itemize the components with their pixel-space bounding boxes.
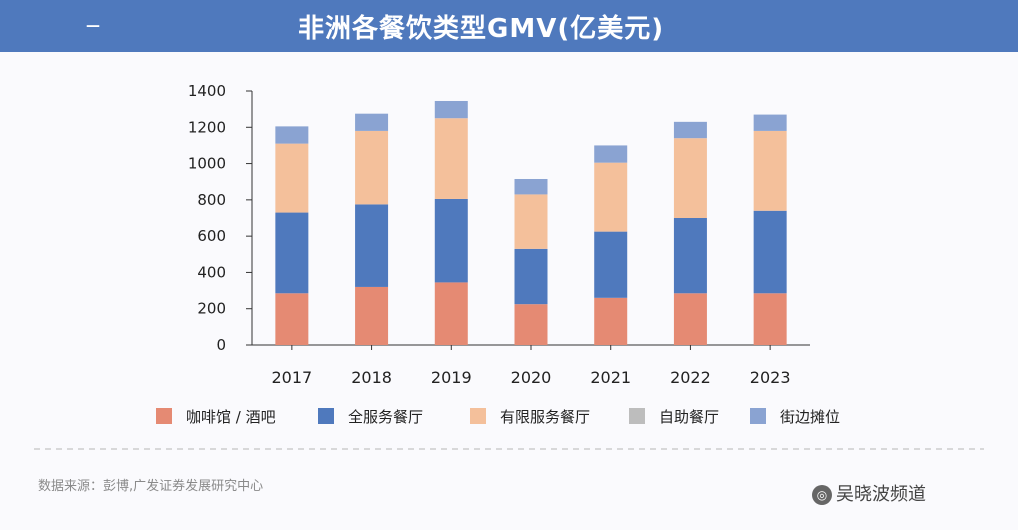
- bar-segment: [673, 138, 707, 218]
- bar-segment: [753, 114, 787, 131]
- header-bar: — 非洲各餐饮类型GMV(亿美元): [0, 0, 1018, 52]
- weibo-icon: ◎: [812, 485, 832, 505]
- bar-segment: [355, 286, 389, 345]
- x-tick-label: 2018: [351, 368, 392, 387]
- bar-segment: [753, 293, 787, 345]
- y-tick-label: 200: [197, 300, 226, 318]
- bar-segment: [355, 113, 389, 131]
- bar-segment: [275, 126, 309, 144]
- bar-segment: [594, 297, 628, 345]
- legend-swatch: [750, 408, 766, 424]
- x-tick-label: 2023: [750, 368, 791, 387]
- data-source: 数据来源：彭博,广发证券发展研究中心: [38, 479, 264, 494]
- bar-segment: [753, 210, 787, 294]
- y-tick-label: 1400: [188, 82, 226, 100]
- y-tick-label: 400: [197, 263, 226, 281]
- legend-swatch: [470, 408, 486, 424]
- brand-label: 吴晓波频道: [836, 484, 926, 505]
- legend-swatch: [156, 408, 172, 424]
- bar-segment: [673, 293, 707, 345]
- bar-segment: [753, 130, 787, 211]
- y-tick-label: 800: [197, 191, 226, 209]
- x-tick-label: 2022: [670, 368, 711, 387]
- bar-segment: [514, 178, 548, 195]
- x-tick-label: 2017: [271, 368, 312, 387]
- bar-segment: [355, 130, 389, 205]
- bar-segment: [275, 212, 309, 294]
- bar-segment: [434, 100, 468, 119]
- bar-segment: [434, 198, 468, 283]
- x-tick-label: 2019: [431, 368, 472, 387]
- bar-segment: [594, 145, 628, 163]
- legend-swatch: [318, 408, 334, 424]
- y-tick-label: 0: [216, 336, 226, 354]
- brand-watermark: ◎ 吴晓波频道: [812, 480, 926, 506]
- header-left-text: —: [86, 18, 100, 34]
- y-tick-label: 600: [197, 227, 226, 245]
- legend-label: 全服务餐厅: [348, 408, 423, 426]
- bar-segment: [434, 282, 468, 345]
- y-tick-label: 1200: [188, 118, 226, 136]
- bar-segment: [514, 304, 548, 345]
- chart-card: [0, 52, 1018, 530]
- page-title: 非洲各餐饮类型GMV(亿美元): [298, 14, 665, 44]
- bar-segment: [434, 118, 468, 199]
- legend-label: 有限服务餐厅: [500, 408, 590, 426]
- bar-segment: [355, 204, 389, 287]
- x-tick-label: 2021: [590, 368, 631, 387]
- bar-segment: [594, 162, 628, 232]
- y-tick-label: 1000: [188, 155, 226, 173]
- legend-label: 咖啡馆 / 酒吧: [186, 408, 276, 426]
- legend-swatch: [629, 408, 645, 424]
- bar-segment: [594, 231, 628, 298]
- bar-segment: [673, 121, 707, 139]
- legend-label: 街边摊位: [780, 408, 840, 426]
- bar-segment: [275, 143, 309, 213]
- legend-label: 自助餐厅: [659, 408, 719, 426]
- bar-segment: [514, 248, 548, 305]
- bar-segment: [673, 218, 707, 294]
- x-tick-label: 2020: [511, 368, 552, 387]
- bar-segment: [275, 293, 309, 345]
- bar-segment: [514, 194, 548, 249]
